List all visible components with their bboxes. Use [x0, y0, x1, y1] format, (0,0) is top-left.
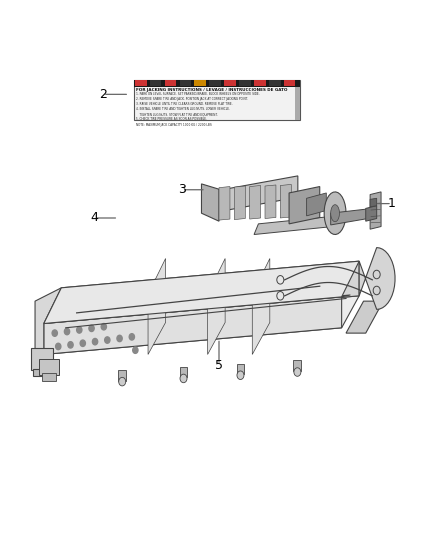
Circle shape [89, 325, 94, 332]
Polygon shape [280, 184, 291, 218]
Polygon shape [284, 80, 296, 86]
Polygon shape [269, 80, 281, 86]
Text: 2: 2 [99, 88, 107, 101]
Polygon shape [148, 259, 166, 354]
Polygon shape [366, 206, 377, 221]
Polygon shape [237, 364, 244, 374]
Text: FOR JACKING INSTRUCTIONS / LEVAGE / INSTRUCCIONES DE GATO: FOR JACKING INSTRUCTIONS / LEVAGE / INST… [136, 88, 287, 92]
Circle shape [68, 342, 73, 348]
Polygon shape [331, 205, 339, 222]
Circle shape [117, 335, 122, 342]
Text: 1. PARK ON LEVEL SURFACE. SET PARKING BRAKE. BLOCK WHEELS ON OPPOSITE SIDE.
2. R: 1. PARK ON LEVEL SURFACE. SET PARKING BR… [136, 92, 259, 126]
Polygon shape [289, 187, 320, 224]
Circle shape [129, 334, 134, 340]
Circle shape [101, 324, 106, 330]
Polygon shape [254, 80, 266, 86]
Circle shape [133, 347, 138, 353]
Text: 1: 1 [388, 197, 396, 210]
Polygon shape [265, 185, 276, 219]
Polygon shape [219, 187, 230, 220]
Polygon shape [35, 288, 61, 354]
Circle shape [77, 327, 82, 333]
Polygon shape [324, 192, 346, 235]
Polygon shape [209, 80, 221, 86]
Polygon shape [346, 301, 383, 333]
Polygon shape [201, 184, 219, 221]
Polygon shape [370, 198, 377, 207]
Polygon shape [295, 87, 300, 120]
Polygon shape [39, 359, 59, 375]
Circle shape [237, 371, 244, 379]
Polygon shape [118, 370, 126, 381]
Polygon shape [239, 80, 251, 86]
Polygon shape [180, 80, 191, 86]
Polygon shape [31, 348, 53, 370]
Polygon shape [293, 360, 301, 371]
Polygon shape [61, 261, 359, 322]
Polygon shape [252, 259, 270, 354]
Circle shape [119, 377, 126, 386]
Circle shape [52, 330, 57, 336]
Polygon shape [134, 80, 300, 87]
Circle shape [180, 374, 187, 383]
Circle shape [294, 368, 301, 376]
Polygon shape [33, 369, 46, 376]
Circle shape [56, 343, 61, 350]
Polygon shape [165, 80, 177, 86]
Text: 4: 4 [90, 212, 98, 224]
Polygon shape [210, 176, 298, 213]
Polygon shape [359, 247, 395, 309]
Polygon shape [42, 373, 56, 381]
Polygon shape [307, 193, 326, 216]
Polygon shape [150, 80, 162, 86]
Circle shape [105, 337, 110, 343]
Polygon shape [234, 186, 245, 220]
Text: 5: 5 [215, 359, 223, 372]
Polygon shape [250, 185, 261, 219]
Polygon shape [135, 80, 147, 86]
Polygon shape [331, 209, 368, 225]
Polygon shape [194, 80, 206, 86]
Polygon shape [208, 259, 225, 354]
Circle shape [92, 338, 98, 345]
Circle shape [80, 340, 85, 346]
Polygon shape [44, 296, 359, 354]
Circle shape [64, 328, 70, 335]
Polygon shape [134, 80, 300, 120]
Polygon shape [180, 367, 187, 377]
Polygon shape [44, 261, 359, 324]
Polygon shape [370, 192, 381, 229]
Polygon shape [224, 80, 236, 86]
Polygon shape [44, 297, 342, 354]
Text: 3: 3 [178, 183, 186, 196]
Polygon shape [254, 216, 337, 235]
Polygon shape [44, 295, 350, 324]
